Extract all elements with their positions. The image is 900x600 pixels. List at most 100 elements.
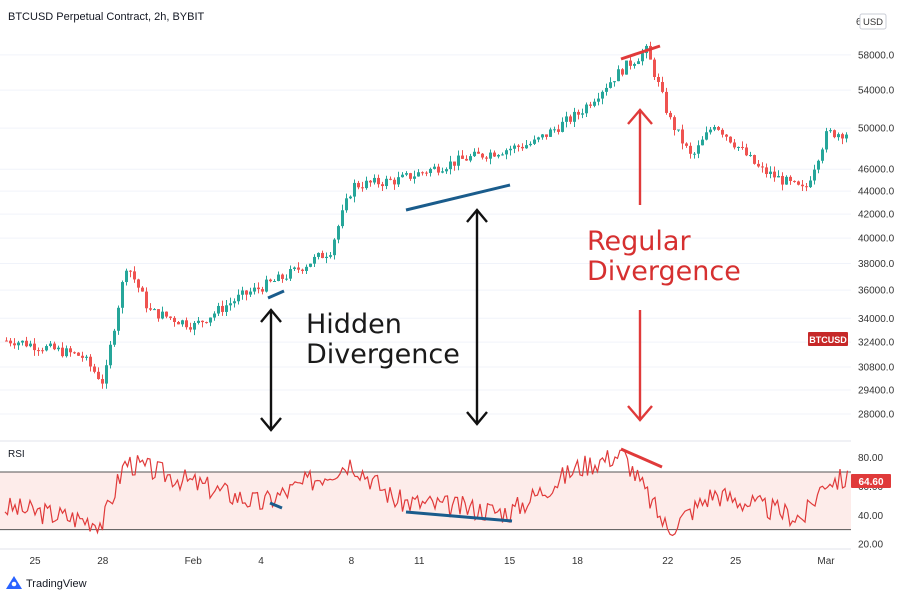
candle-body[interactable] [665,91,668,113]
candle-body[interactable] [205,322,208,324]
candle-body[interactable] [417,172,420,177]
candle-body[interactable] [369,180,372,183]
candle-body[interactable] [181,320,184,325]
candle-body[interactable] [621,69,624,75]
candle-body[interactable] [53,343,56,350]
candle-body[interactable] [633,63,636,66]
candle-body[interactable] [61,347,64,357]
candle-body[interactable] [221,305,224,312]
candle-body[interactable] [409,173,412,179]
candle-body[interactable] [149,308,152,310]
candle-body[interactable] [45,346,48,351]
candle-body[interactable] [17,342,20,346]
candle-body[interactable] [129,270,132,272]
candle-body[interactable] [249,291,252,295]
candle-body[interactable] [213,313,216,318]
candle-body[interactable] [101,379,104,384]
candle-body[interactable] [845,134,848,139]
candle-body[interactable] [105,365,108,384]
candle-body[interactable] [425,172,428,174]
candle-body[interactable] [773,171,776,178]
candle-body[interactable] [413,176,416,179]
candle-body[interactable] [757,163,760,167]
candle-body[interactable] [821,149,824,161]
candle-body[interactable] [761,166,764,168]
candle-body[interactable] [209,317,212,323]
candle-body[interactable] [245,290,248,295]
candle-body[interactable] [565,116,568,122]
candle-body[interactable] [165,311,168,317]
candle-body[interactable] [729,136,732,143]
candle-body[interactable] [437,166,440,173]
candle-body[interactable] [649,45,652,60]
candle-body[interactable] [509,148,512,151]
candle-body[interactable] [673,117,676,131]
candle-body[interactable] [421,172,424,174]
currency-badge[interactable]: USD [859,13,887,30]
candle-body[interactable] [77,352,80,356]
candle-body[interactable] [589,104,592,106]
candle-body[interactable] [333,239,336,256]
candle-body[interactable] [329,255,332,257]
candle-body[interactable] [465,158,468,161]
candle-body[interactable] [713,126,716,130]
candle-body[interactable] [297,267,300,270]
candle-body[interactable] [121,282,124,308]
candle-body[interactable] [81,355,84,358]
candle-body[interactable] [269,279,272,282]
candle-body[interactable] [185,320,188,328]
candle-body[interactable] [661,82,664,92]
candle-body[interactable] [33,343,36,351]
candle-body[interactable] [13,343,16,346]
candle-body[interactable] [93,366,96,372]
candle-body[interactable] [361,187,364,189]
candle-body[interactable] [789,176,792,181]
candle-body[interactable] [637,61,640,64]
candle-body[interactable] [445,169,448,172]
candle-body[interactable] [693,153,696,155]
candle-body[interactable] [677,129,680,131]
candle-body[interactable] [461,155,464,159]
candle-body[interactable] [825,131,828,150]
candle-body[interactable] [229,303,232,306]
candle-body[interactable] [841,134,844,139]
rsi-line[interactable] [4,449,849,537]
candle-body[interactable] [629,60,632,66]
candle-body[interactable] [109,344,112,366]
candle-body[interactable] [705,132,708,140]
candle-body[interactable] [197,320,200,323]
candle-body[interactable] [485,157,488,159]
candle-body[interactable] [493,152,496,157]
candle-body[interactable] [241,290,244,295]
candle-body[interactable] [577,111,580,115]
candle-body[interactable] [313,256,316,264]
candle-body[interactable] [709,129,712,133]
candle-body[interactable] [257,287,260,290]
candle-body[interactable] [41,350,44,352]
candle-body[interactable] [561,121,564,132]
candle-body[interactable] [813,169,816,181]
candle-body[interactable] [277,274,280,282]
candle-body[interactable] [373,177,376,183]
candle-body[interactable] [441,171,444,173]
candle-body[interactable] [617,69,620,82]
candle-body[interactable] [117,307,120,331]
candle-body[interactable] [309,263,312,267]
candle-body[interactable] [613,81,616,83]
candle-body[interactable] [157,309,160,319]
candle-body[interactable] [9,340,12,344]
candle-body[interactable] [745,147,748,156]
candle-body[interactable] [737,146,740,148]
candle-body[interactable] [489,152,492,159]
candle-body[interactable] [281,274,284,279]
candle-body[interactable] [397,177,400,185]
candle-body[interactable] [261,289,264,292]
candle-body[interactable] [449,161,452,170]
candle-body[interactable] [797,181,800,185]
candle-body[interactable] [557,129,560,132]
candle-body[interactable] [765,167,768,175]
candle-body[interactable] [769,171,772,175]
candle-body[interactable] [793,180,796,182]
candle-body[interactable] [357,182,360,188]
candle-body[interactable] [265,279,268,292]
